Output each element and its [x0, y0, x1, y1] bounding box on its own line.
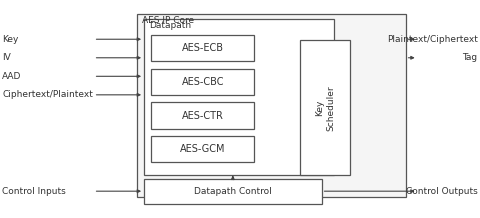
Text: Control Inputs: Control Inputs [2, 187, 66, 196]
Text: Key: Key [2, 35, 19, 44]
Text: Tag: Tag [462, 53, 478, 62]
Bar [151, 35, 254, 61]
Text: Plaintext/Ciphertext: Plaintext/Ciphertext [387, 35, 478, 44]
Text: IV: IV [2, 53, 11, 62]
Text: AES-CBC: AES-CBC [181, 77, 224, 87]
Bar [137, 14, 406, 197]
Text: AES-CTR: AES-CTR [182, 111, 224, 121]
Bar [144, 19, 334, 175]
Bar [151, 102, 254, 129]
Text: Datapath: Datapath [149, 21, 191, 30]
Text: AAD: AAD [2, 72, 22, 81]
Text: Control Outputs: Control Outputs [406, 187, 478, 196]
Text: AES IP Core: AES IP Core [142, 16, 194, 25]
Bar [151, 136, 254, 162]
Text: AES-GCM: AES-GCM [180, 144, 226, 154]
Text: AES-ECB: AES-ECB [182, 43, 224, 53]
Text: Datapath Control: Datapath Control [194, 187, 272, 196]
Bar [300, 40, 350, 175]
Text: Key
Scheduler: Key Scheduler [315, 85, 335, 131]
Bar [144, 179, 322, 204]
Bar [151, 69, 254, 95]
Text: Ciphertext/Plaintext: Ciphertext/Plaintext [2, 90, 93, 99]
